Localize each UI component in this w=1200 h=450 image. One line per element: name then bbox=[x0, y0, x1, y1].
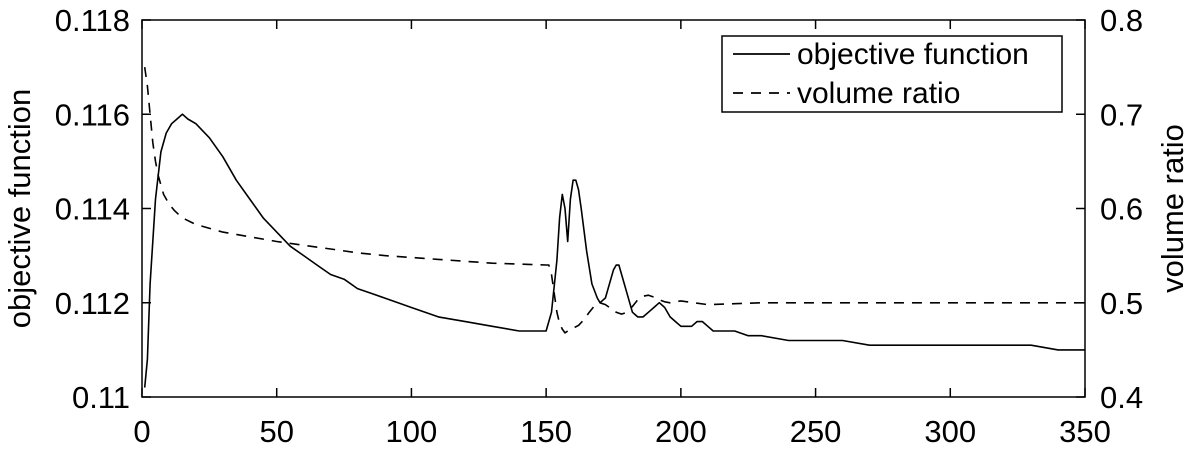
y2-tick-label: 0.8 bbox=[1100, 3, 1143, 38]
series-line-volume-ratio bbox=[143, 66, 1085, 334]
y-tick-label: 0.116 bbox=[55, 97, 130, 132]
series-line-objective-function bbox=[143, 113, 1085, 388]
x-tick-label: 350 bbox=[1059, 414, 1111, 449]
x-tick-label: 50 bbox=[259, 414, 293, 449]
x-tick-label: 150 bbox=[520, 414, 572, 449]
y2-tick-label: 0.5 bbox=[1100, 286, 1143, 321]
y-tick-label: 0.112 bbox=[55, 286, 130, 321]
x-tick-label: 200 bbox=[655, 414, 707, 449]
y2-tick-label: 0.7 bbox=[1100, 97, 1143, 132]
y-tick-label: 0.118 bbox=[55, 3, 130, 38]
y-tick-label: 0.114 bbox=[55, 192, 130, 227]
legend-label-objective-function: objective function bbox=[797, 38, 1029, 71]
x-tick-label: 250 bbox=[790, 414, 842, 449]
legend-box bbox=[721, 35, 1063, 113]
y2-tick-label: 0.4 bbox=[1100, 380, 1143, 415]
x-tick-label: 100 bbox=[386, 414, 438, 449]
y-tick-label: 0.11 bbox=[72, 380, 130, 415]
y2-tick-label: 0.6 bbox=[1100, 192, 1143, 227]
y-axis-title: objective function bbox=[2, 89, 37, 329]
x-tick-label: 300 bbox=[924, 414, 976, 449]
legend: objective function volume ratio bbox=[721, 35, 1063, 113]
x-tick-label: 0 bbox=[133, 414, 150, 449]
y2-axis-title: volume ratio bbox=[1155, 124, 1190, 293]
ticks-layer: 0 50 100 150 200 250 300 350 0.11 0.112 0.114 0.116… bbox=[55, 3, 1143, 449]
series-layer bbox=[143, 66, 1085, 388]
legend-label-volume-ratio: volume ratio bbox=[797, 77, 960, 110]
